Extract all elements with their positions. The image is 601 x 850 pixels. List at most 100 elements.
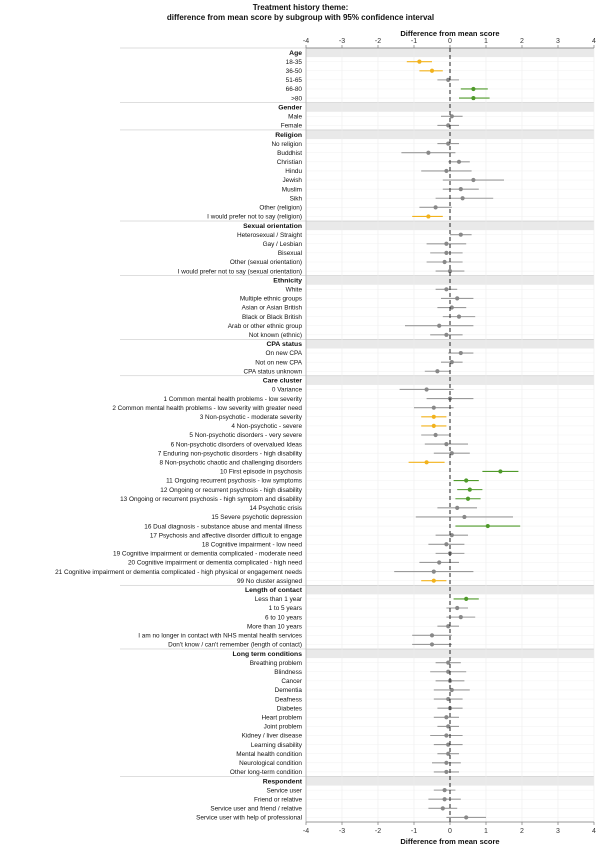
- chart-title-block: Treatment history theme: difference from…: [0, 3, 601, 23]
- point-estimate: [455, 605, 460, 611]
- point-estimate: [447, 268, 453, 274]
- point-estimate: [446, 77, 451, 82]
- row-label: CPA status unknown: [244, 368, 303, 375]
- row-label: Kidney / liver disease: [242, 733, 303, 740]
- row-label: 11 Ongoing recurrent psychosis - low sym…: [166, 478, 302, 485]
- row-label: Multiple ethnic groups: [240, 296, 302, 303]
- tick-label-top: 0: [448, 38, 452, 45]
- row-label: 20 Cognitive impairment or dementia comp…: [128, 560, 303, 567]
- point-estimate: [444, 542, 449, 547]
- row-label: 6 to 10 years: [265, 614, 302, 621]
- row-label: 8 Non-psychotic chaotic and challenging …: [160, 460, 302, 467]
- row-label: 18 Cognitive impairment - low need: [202, 541, 303, 548]
- row-label: Less than 1 year: [255, 596, 303, 603]
- point-estimate: [449, 451, 454, 456]
- point-estimate: [458, 350, 463, 356]
- row-label: Diabetes: [277, 705, 302, 712]
- point-estimate: [456, 314, 462, 319]
- row-label: 17 Psychosis and affective disorder diff…: [150, 532, 303, 539]
- row-label: 12 Ongoing or recurrent psychosis - high…: [160, 487, 303, 494]
- point-estimate: [426, 214, 431, 219]
- point-estimate: [437, 323, 442, 328]
- point-estimate: [446, 696, 451, 702]
- point-estimate: [458, 187, 463, 192]
- point-estimate: [433, 205, 438, 210]
- tick-label-top: 3: [556, 38, 560, 45]
- row-label: Female: [281, 123, 303, 130]
- group-header-label: Gender: [278, 104, 302, 111]
- row-label: 51-65: [286, 77, 303, 84]
- point-estimate: [429, 633, 435, 638]
- row-label: Bisexual: [278, 250, 302, 257]
- point-estimate: [446, 724, 451, 729]
- point-estimate: [437, 560, 442, 565]
- row-label: 66-80: [286, 86, 303, 93]
- row-label: Friend or relative: [254, 796, 302, 803]
- point-estimate: [449, 687, 454, 693]
- group-header-label: Long term conditions: [233, 651, 303, 658]
- row-label: Muslim: [282, 186, 302, 193]
- tick-label-bottom: 1: [484, 828, 488, 835]
- row-label: 15 Severe psychotic depression: [211, 514, 302, 521]
- point-estimate: [444, 442, 449, 447]
- row-label: Not on new CPA: [255, 359, 303, 366]
- row-label: 21 Cognitive impairment or dementia comp…: [55, 569, 302, 576]
- point-estimate: [464, 815, 469, 820]
- row-label: 1 to 5 years: [269, 605, 302, 612]
- point-estimate: [446, 669, 451, 674]
- row-label: Sikh: [290, 195, 303, 202]
- group-header-label: Age: [289, 50, 302, 57]
- point-estimate: [431, 423, 436, 428]
- row-label: 16 Dual diagnosis - substance abuse and …: [144, 523, 302, 530]
- point-estimate: [444, 715, 449, 720]
- row-label: Don't know / can't remember (length of c…: [168, 642, 302, 649]
- point-estimate: [446, 624, 451, 629]
- point-estimate: [431, 569, 436, 574]
- row-label: Not known (ethnic): [249, 332, 302, 339]
- row-label: Gay / Lesbian: [263, 241, 303, 248]
- row-label: >80: [291, 95, 302, 102]
- point-estimate: [444, 332, 449, 337]
- point-estimate: [446, 123, 451, 128]
- point-estimate: [458, 615, 463, 620]
- row-label: Male: [288, 113, 302, 120]
- tick-label-bottom: 3: [556, 828, 560, 835]
- row-label: Black or Black British: [242, 314, 302, 321]
- row-label: Hindu: [285, 168, 302, 175]
- point-estimate: [498, 469, 503, 474]
- point-estimate: [444, 733, 449, 738]
- row-label: 14 Psychotic crisis: [249, 505, 302, 512]
- row-label: White: [286, 287, 303, 294]
- row-label: 6 Non-psychotic disorders of overvalued …: [171, 441, 302, 448]
- point-estimate: [444, 287, 449, 292]
- row-label: Mental health condition: [236, 751, 302, 758]
- row-label: Other (sexual orientation): [230, 259, 302, 266]
- point-estimate: [449, 533, 454, 538]
- row-label: Joint problem: [264, 724, 302, 731]
- point-estimate: [455, 505, 460, 510]
- tick-label-bottom: -3: [339, 828, 345, 835]
- tick-label-top: -3: [339, 38, 345, 45]
- group-header-label: Sexual orientation: [243, 223, 302, 230]
- row-label: Jewish: [282, 177, 302, 184]
- row-label: Deafness: [275, 696, 302, 703]
- point-estimate: [449, 114, 454, 119]
- point-estimate: [471, 86, 476, 92]
- row-label: Blindness: [274, 669, 302, 676]
- row-label: Service user and friend / relative: [210, 806, 302, 813]
- tick-label-bottom: 0: [448, 828, 452, 835]
- x-axis-title-bottom: Difference from mean score: [400, 837, 499, 846]
- row-label: Arab or other ethnic group: [228, 323, 303, 330]
- axes: -4 -4 -3 -3 -2 -2 -1 -1 0 0 1 1 2 2 3 3 4 4: [303, 38, 596, 835]
- point-estimate: [444, 168, 449, 174]
- tick-label-bottom: -2: [375, 828, 381, 835]
- tick-label-top: -1: [411, 38, 417, 45]
- row-label: On new CPA: [266, 350, 303, 357]
- row-label: 2 Common mental health problems - low se…: [112, 405, 302, 412]
- group-header-label: Length of contact: [245, 587, 303, 594]
- point-estimate: [471, 177, 476, 183]
- group-header-label: CPA status: [266, 341, 302, 348]
- tick-label-top: 4: [592, 38, 596, 45]
- point-estimate: [464, 596, 469, 602]
